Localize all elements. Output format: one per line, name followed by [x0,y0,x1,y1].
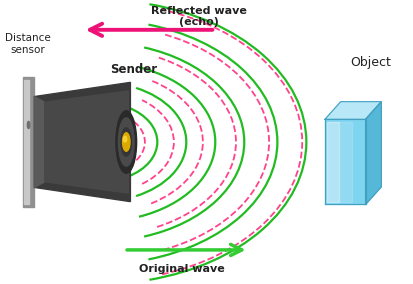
Ellipse shape [121,128,131,156]
Bar [24,80,29,204]
Polygon shape [365,102,380,204]
Bar [326,122,339,202]
Bar [324,119,365,204]
Text: Object: Object [349,56,390,69]
Polygon shape [34,97,45,187]
Ellipse shape [122,133,130,151]
Polygon shape [45,91,128,193]
Text: Reflected wave
(echo): Reflected wave (echo) [150,6,246,27]
Ellipse shape [123,136,126,142]
Ellipse shape [118,118,134,166]
Polygon shape [34,82,130,202]
Ellipse shape [116,111,136,173]
Ellipse shape [27,121,30,128]
Bar [326,122,351,202]
Text: Original wave: Original wave [139,264,225,274]
Polygon shape [324,102,380,119]
Bar [23,77,34,207]
Text: Sender: Sender [109,63,157,76]
Text: Distance
sensor: Distance sensor [5,33,51,55]
